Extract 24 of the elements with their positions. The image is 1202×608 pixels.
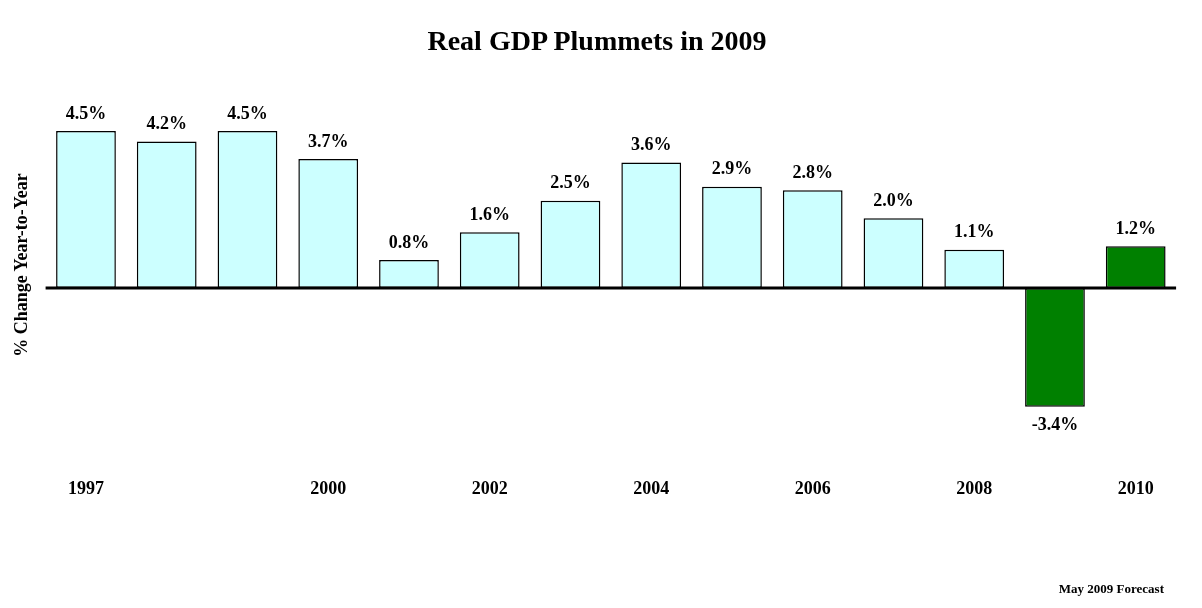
data-label: 1.1% [953, 221, 995, 242]
data-label: 1.6% [469, 203, 510, 224]
data-label: 2.8% [792, 161, 833, 182]
x-tick-label: 2008 [956, 477, 993, 498]
x-tick-label: 2000 [310, 477, 347, 498]
x-tick-label: 2002 [471, 477, 508, 498]
x-tick-label: 2006 [794, 477, 831, 498]
x-tick-label: 2004 [633, 477, 670, 498]
y-axis-title: % Change Year-to-Year [11, 173, 32, 357]
x-tick-label: 1997 [67, 477, 104, 498]
data-label: 2.5% [550, 172, 591, 193]
x-tick-label: 2010 [1117, 477, 1154, 498]
data-label: 4.5% [65, 102, 107, 123]
data-label: 4.2% [146, 113, 187, 134]
chart-title: Real GDP Plummets in 2009 [427, 25, 767, 57]
data-label: 3.7% [307, 130, 349, 151]
data-label: 4.5% [227, 102, 268, 123]
data-label: -3.4% [1031, 414, 1079, 435]
data-label: 1.2% [1115, 217, 1156, 238]
data-label: 2.9% [711, 158, 753, 179]
data-label: 3.6% [630, 134, 672, 155]
data-label: 0.8% [388, 231, 430, 252]
data-label: 2.0% [873, 189, 914, 210]
text: May 2009 Forecast [1058, 580, 1165, 596]
